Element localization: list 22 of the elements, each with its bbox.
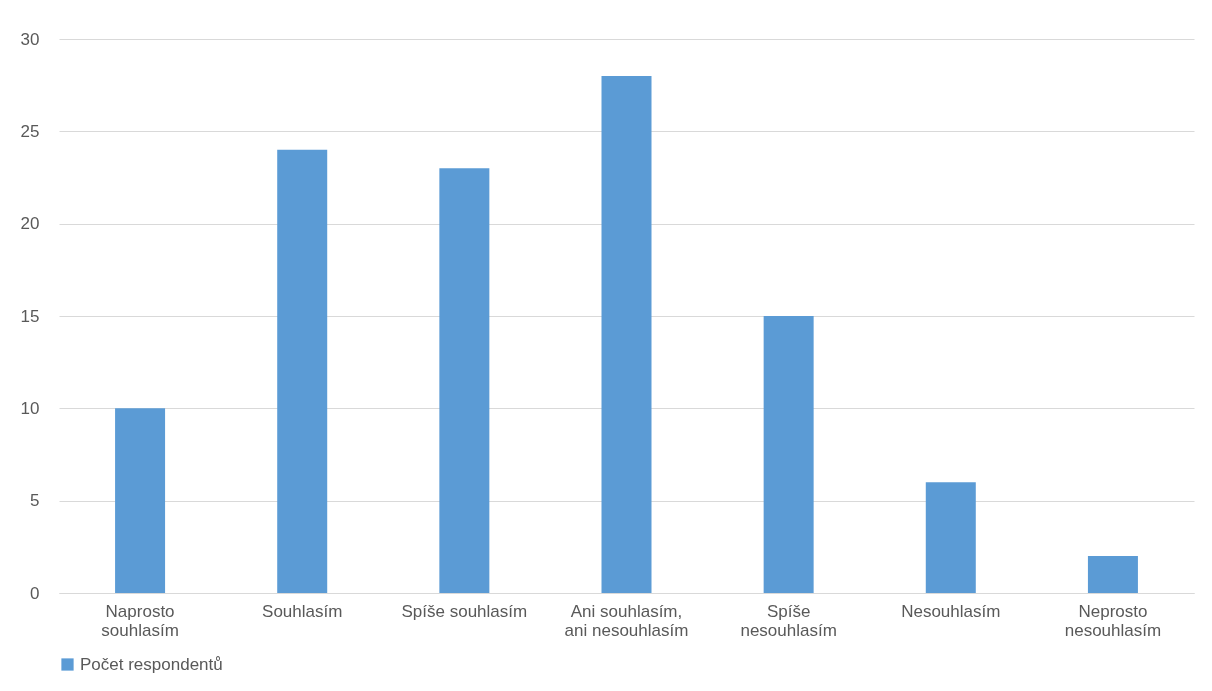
bar: [439, 168, 490, 593]
x-tick-label: Neprosto nesouhlasím: [1064, 601, 1162, 640]
x-tick-label: Ani souhlasím, ani nesouhlasím: [564, 601, 689, 640]
y-tick-label: 0: [30, 583, 40, 603]
y-tick-label: 25: [20, 121, 40, 141]
y-tick-label: 15: [20, 306, 40, 326]
legend-label: Počet respondentů: [80, 654, 223, 674]
y-tick-label: 20: [20, 214, 40, 234]
y-tick-label: 5: [30, 491, 40, 511]
bar: [763, 316, 814, 593]
x-tick-label: Nesouhlasím: [901, 601, 1001, 621]
x-tick-label: Souhlasím: [262, 601, 343, 621]
x-tick-label: Spíše nesouhlasím: [740, 601, 837, 640]
bar: [277, 149, 328, 593]
bar: [115, 408, 166, 593]
x-tick-label: Spíše souhlasím: [401, 601, 528, 621]
bar: [601, 75, 652, 593]
bar: [1087, 556, 1138, 593]
bar: [925, 482, 976, 593]
x-tick-label: Naprosto souhlasím: [101, 601, 179, 640]
y-tick-label: 30: [20, 29, 40, 49]
y-tick-label: 10: [20, 398, 40, 418]
